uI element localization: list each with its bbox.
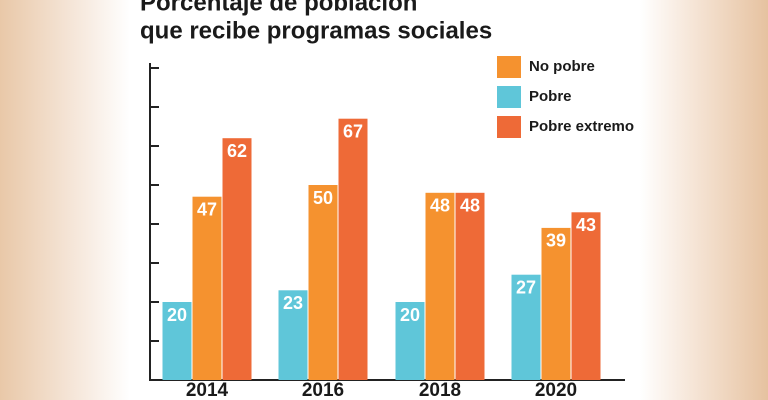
data-label: 20 [400,305,420,325]
data-label: 48 [460,196,480,216]
x-tick-label: 2014 [186,380,229,400]
chart-title: Porcentaje de población [140,0,417,16]
legend-swatch [497,116,521,138]
x-tick-label: 2016 [302,380,344,400]
background-left [0,0,130,400]
x-tick-label: 2020 [535,380,577,400]
bar [541,227,571,380]
legend-swatch [497,86,521,108]
data-label: 67 [343,121,363,141]
bar [192,196,222,380]
data-label: 27 [516,277,536,297]
bar [308,185,338,380]
bar [571,212,601,380]
bar [511,274,541,380]
legend-label: No pobre [529,58,595,75]
chart-subtitle: que recibe programas sociales [140,17,492,44]
background-right [640,0,768,400]
data-label: 48 [430,196,450,216]
bar [278,290,308,380]
bar [425,192,455,380]
data-label: 47 [197,199,217,219]
bar [222,138,252,380]
legend-label: Pobre [529,88,572,105]
legend-swatch [497,56,521,78]
legend-label: Pobre extremo [529,118,634,135]
data-label: 43 [576,215,596,235]
bar [338,118,368,380]
bar [162,302,192,380]
bar [395,302,425,380]
data-label: 39 [546,231,566,251]
data-label: 62 [227,141,247,161]
data-label: 50 [313,188,333,208]
data-label: 20 [167,305,187,325]
bar [455,192,485,380]
x-tick-label: 2018 [419,380,461,400]
data-label: 23 [283,293,303,313]
